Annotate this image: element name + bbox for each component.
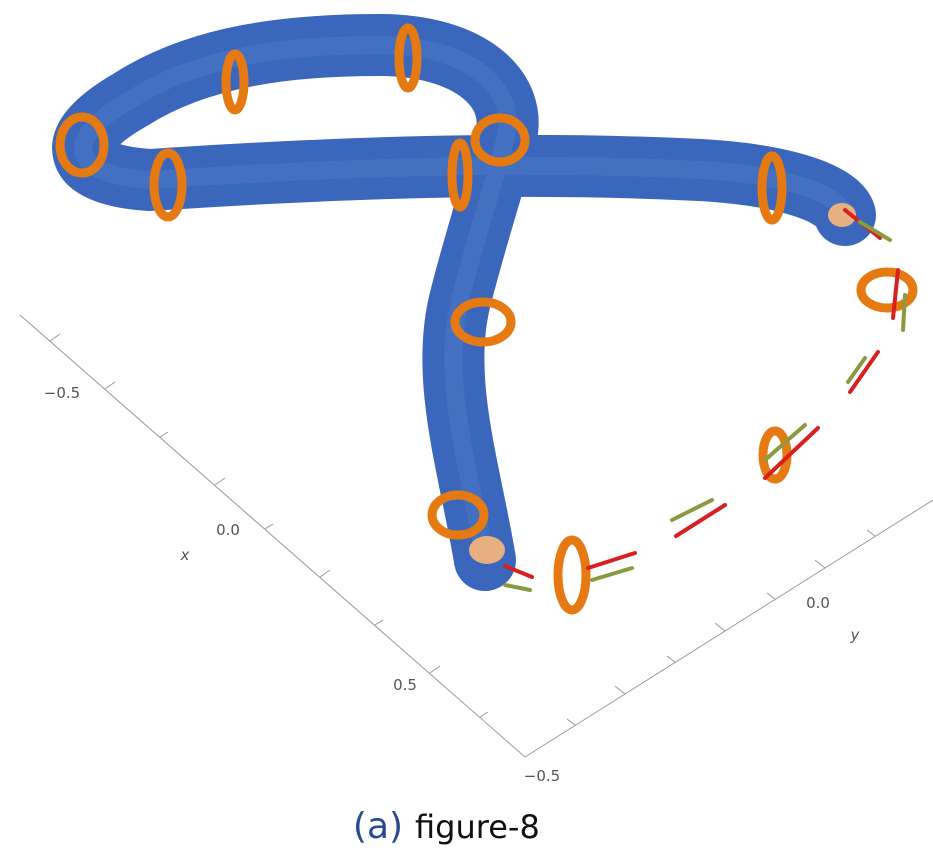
caption-text: figure-8 bbox=[415, 808, 540, 846]
x-axis-ticks bbox=[50, 334, 488, 717]
y-tick-label: 0.0 bbox=[806, 594, 830, 612]
y-axis-line bbox=[525, 500, 933, 757]
y-tick-label: −0.5 bbox=[524, 767, 560, 785]
x-axis-label: x bbox=[180, 546, 190, 564]
x-tick-label: −0.5 bbox=[44, 384, 80, 402]
x-tick-label: 0.0 bbox=[216, 521, 240, 539]
frame-arrows bbox=[505, 210, 905, 590]
y-axis-label: y bbox=[850, 626, 861, 644]
x-tick-label: 0.5 bbox=[393, 676, 417, 694]
caption-label: (a) bbox=[353, 806, 403, 847]
figure: −0.5 0.0 0.5 x −0.5 0.0 y (a) figure-8 bbox=[0, 0, 933, 856]
